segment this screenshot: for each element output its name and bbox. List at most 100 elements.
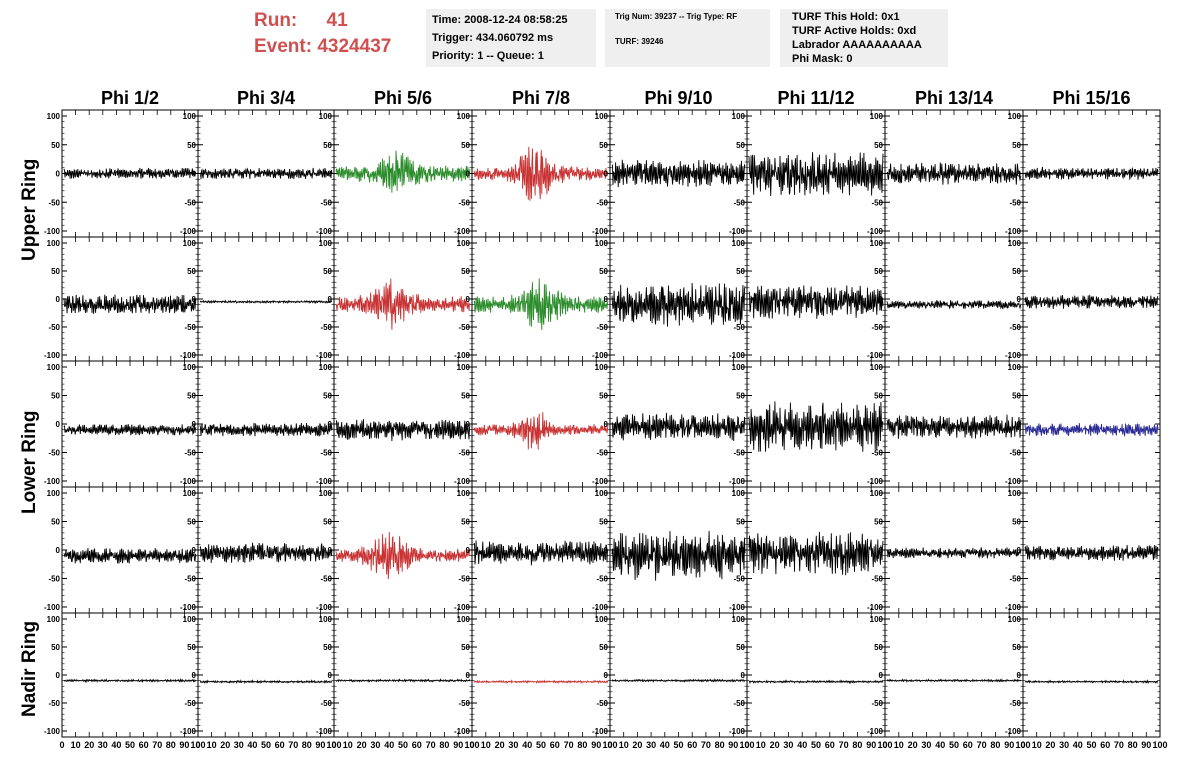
y-tick-label: 50 xyxy=(323,392,332,401)
y-tick-label: 50 xyxy=(874,141,883,150)
column-header: Phi 3/4 xyxy=(237,88,295,108)
y-tick-label: -50 xyxy=(871,699,883,708)
y-tick-label: -50 xyxy=(733,449,745,458)
x-tick-label: 10 xyxy=(343,740,353,750)
waveform-line xyxy=(199,299,333,305)
x-tick-label: 40 xyxy=(384,740,394,750)
x-tick-label: 80 xyxy=(852,740,862,750)
waveform-panel: -100 -50 0 50 100 xyxy=(729,109,886,238)
y-tick-label: 0 xyxy=(328,295,333,304)
x-tick-label: 20 xyxy=(908,740,918,750)
y-tick-label: 100 xyxy=(1008,363,1022,372)
waveform-panel: -100 -50 0 50 100 xyxy=(44,109,199,238)
x-tick-label: 40 xyxy=(935,740,945,750)
y-tick-label: 50 xyxy=(599,643,608,652)
column-header: Phi 7/8 xyxy=(512,88,570,108)
waveform-panel: -100 -50 0 50 100 xyxy=(729,360,886,488)
y-tick-label: 0 xyxy=(879,420,884,429)
x-tick-label: 100 xyxy=(464,740,479,750)
waveform-panel: -100 -50 0 50 100 xyxy=(316,236,473,362)
x-tick-label: 20 xyxy=(220,740,230,750)
x-tick-label: 70 xyxy=(977,740,987,750)
y-tick-label: -100 xyxy=(592,727,609,736)
y-tick-label: 50 xyxy=(599,518,608,527)
y-tick-label: 50 xyxy=(461,392,470,401)
y-tick-label: 100 xyxy=(732,112,746,121)
y-tick-label: 100 xyxy=(457,489,471,498)
y-tick-label: -100 xyxy=(729,603,746,612)
y-tick-label: 0 xyxy=(466,170,471,179)
y-tick-label: -100 xyxy=(180,603,197,612)
y-tick-label: 100 xyxy=(870,615,884,624)
y-tick-label: 50 xyxy=(187,643,196,652)
y-tick-label: 50 xyxy=(187,518,196,527)
y-tick-label: 0 xyxy=(466,420,471,429)
waveform-line xyxy=(200,167,333,179)
x-tick-label: 0 xyxy=(1020,740,1025,750)
panel-frame xyxy=(61,612,199,738)
x-tick-label: 0 xyxy=(331,740,336,750)
waveform-line xyxy=(335,678,471,683)
y-tick-label: -100 xyxy=(316,603,333,612)
y-tick-label: 0 xyxy=(466,671,471,680)
y-tick-label: -100 xyxy=(1005,477,1022,486)
run-line: Run: 41 xyxy=(254,8,424,34)
y-tick-label: 0 xyxy=(879,671,884,680)
x-tick-label: 70 xyxy=(701,740,711,750)
y-tick-label: -50 xyxy=(184,449,196,458)
waveform-line xyxy=(63,677,196,684)
phi-mask-text: Phi Mask: 0 xyxy=(792,53,853,65)
y-tick-label: 100 xyxy=(183,363,197,372)
x-tick-label: 100 xyxy=(739,740,754,750)
y-tick-label: 0 xyxy=(192,671,197,680)
y-tick-label: 0 xyxy=(741,420,746,429)
waveform-panel: -100 -50 0 50 100 xyxy=(867,486,1024,614)
panel-frame xyxy=(884,612,1024,738)
turf-info-box: TURF This Hold: 0x1 TURF Active Holds: 0… xyxy=(780,9,948,67)
y-tick-label: -50 xyxy=(596,699,608,708)
labrador-text: Labrador AAAAAAAAAA xyxy=(792,39,922,51)
y-tick-label: 50 xyxy=(736,141,745,150)
x-tick-label: 90 xyxy=(1141,740,1151,750)
y-tick-label: 50 xyxy=(461,518,470,527)
waveform-panel: -100 -50 0 50 100 xyxy=(44,236,199,362)
waveform-line xyxy=(63,294,197,314)
run-event-box: Run: 41 Event: 4324437 xyxy=(254,8,424,60)
waveform-line xyxy=(886,414,1022,439)
y-tick-label: 100 xyxy=(319,112,333,121)
waveform-panel: -100 -50 0 50 100 xyxy=(592,236,748,362)
y-tick-label: -100 xyxy=(592,477,609,486)
x-tick-label: 60 xyxy=(550,740,560,750)
x-tick-label: 100 xyxy=(877,740,892,750)
y-tick-label: 50 xyxy=(1012,518,1021,527)
y-tick-label: -50 xyxy=(733,323,745,332)
y-tick-label: 100 xyxy=(870,363,884,372)
waveform-line xyxy=(886,547,1022,559)
y-tick-label: 50 xyxy=(874,392,883,401)
waveform-panel: -100 -50 0 50 100 xyxy=(316,486,473,614)
x-tick-label: 80 xyxy=(990,740,1000,750)
x-tick-label: 20 xyxy=(770,740,780,750)
waveform-line xyxy=(199,422,333,437)
y-tick-label: -50 xyxy=(458,699,470,708)
x-tick-label: 80 xyxy=(439,740,449,750)
event-label: Event: xyxy=(254,36,313,57)
waveform-panel: -100 -50 0 50 100 xyxy=(867,612,1024,738)
y-tick-label: 50 xyxy=(736,643,745,652)
x-tick-label: 10 xyxy=(71,740,81,750)
waveform-panel: -100 -50 0 50 100 xyxy=(1005,612,1161,738)
turf-active-text: TURF Active Holds: 0xd xyxy=(792,25,917,37)
y-tick-label: 0 xyxy=(879,170,884,179)
x-tick-label: 30 xyxy=(921,740,931,750)
column-header: Phi 9/10 xyxy=(644,88,712,108)
y-tick-label: -50 xyxy=(320,699,332,708)
panel-frame xyxy=(197,612,335,738)
x-tick-label: 30 xyxy=(98,740,108,750)
x-tick-label: 90 xyxy=(866,740,876,750)
y-tick-label: -100 xyxy=(44,603,61,612)
y-tick-label: -100 xyxy=(867,603,884,612)
y-tick-label: -50 xyxy=(48,699,60,708)
y-tick-label: 100 xyxy=(47,615,61,624)
y-tick-label: -100 xyxy=(44,351,61,360)
waveform-line xyxy=(473,540,609,566)
